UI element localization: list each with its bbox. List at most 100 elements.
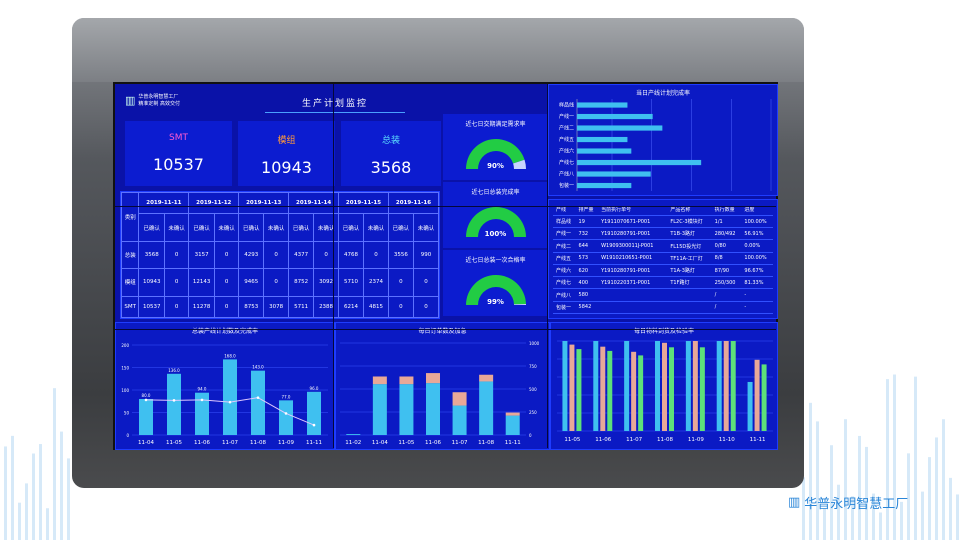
sub-header: 已确认 — [387, 213, 414, 242]
table-cell: 0 — [164, 240, 190, 270]
table-cell: 5710 — [338, 268, 364, 297]
table-cell: 0 — [387, 295, 414, 319]
bar-series-3 — [576, 349, 582, 431]
table-cell: 8753 — [238, 295, 265, 319]
line-point — [256, 396, 260, 399]
table-cell: 0 — [213, 240, 240, 270]
decor-bar — [53, 388, 56, 540]
gauge-title: 近七日总装完成率 — [471, 189, 520, 196]
x-tick-label: 11-05 — [166, 440, 182, 446]
table-cell: Y1910280791-P001 — [598, 264, 668, 278]
line-point — [172, 399, 176, 402]
table-cell: T1B-3路灯 — [667, 227, 712, 241]
bar-series-1 — [593, 341, 599, 431]
table-row: 总装 3568 0 3157 0 4293 0 4377 0 4768 0 3556 990 — [120, 240, 440, 270]
bar-series-1 — [655, 341, 660, 431]
table-cell: 6214 — [338, 295, 364, 319]
table-cell: 87/90 — [711, 264, 742, 278]
row-category: 总装 — [120, 240, 140, 270]
x-tick-label: 11-07 — [452, 440, 468, 446]
table-cell: 包装一 — [553, 301, 576, 315]
table-row: 产线一 732 Y1910280791-P001 T1B-3路灯 280/492 56.9… — [553, 227, 773, 241]
gauge-arc — [466, 274, 526, 305]
gauge-arc — [466, 139, 526, 169]
table-cell: 2388 — [313, 295, 340, 319]
table-cell: 0.00% — [741, 239, 773, 253]
table-header-row: 类别 2019-11-11 2019-11-12 2019-11-13 2019-11-… — [120, 191, 440, 242]
date-header: 2019-11-11 — [138, 191, 190, 215]
data-label: 136.0 — [168, 368, 180, 373]
decor-bar — [830, 445, 833, 540]
decor-bar — [942, 419, 945, 540]
bar-series-1 — [624, 341, 630, 431]
decor-bar — [928, 457, 931, 540]
kpi-label: 总装 — [381, 136, 400, 146]
column-header: 类别 — [120, 192, 140, 242]
table-cell: 0 — [412, 295, 440, 319]
slide-logo: ▥ 华普永明智慧工厂 — [788, 493, 908, 512]
table-row: 产线六 620 Y1910280791-P001 T1A-3路灯 87/90 96.67% — [553, 264, 773, 278]
gauge-2: 近七日总装完成率 100% — [443, 182, 548, 248]
decor-bar — [956, 494, 959, 540]
bar-series-2 — [569, 344, 575, 431]
table-cell: 990 — [412, 240, 440, 270]
table-cell: 0 — [263, 240, 290, 270]
decor-bar — [949, 477, 952, 540]
chart-title: 当日产线计划完成率 — [635, 90, 690, 97]
gauge-fill — [466, 274, 526, 305]
date-header: 2019-11-14 — [288, 191, 340, 215]
table-cell: 1/1 — [711, 215, 742, 229]
table-cell: T1F路灯 — [667, 276, 712, 290]
table-cell: 0/80 — [711, 239, 742, 253]
y-tick-label: 0 — [126, 433, 129, 438]
table-cell: 11278 — [188, 295, 215, 319]
decor-bar — [935, 437, 938, 540]
bar — [577, 136, 628, 143]
table-cell — [598, 301, 668, 315]
x-tick-label: 11-04 — [138, 440, 154, 446]
table-cell: 0 — [213, 268, 240, 297]
table-cell: W1909300011J-P001 — [598, 239, 668, 253]
y-tick-label: 500 — [529, 387, 537, 392]
data-label: 77.0 — [282, 394, 291, 399]
table-cell: 100.00% — [741, 252, 773, 265]
decor-bar — [907, 453, 910, 540]
screen-seam — [547, 84, 548, 448]
decor-bar — [851, 496, 854, 540]
category-label: 产线六 — [559, 147, 574, 154]
x-tick-label: 11-09 — [278, 440, 294, 446]
table-cell: 96.67% — [741, 264, 773, 278]
bar-orders — [505, 415, 520, 435]
line-point — [228, 400, 232, 404]
column-header: 排产量 — [575, 204, 599, 217]
category-label: 包装一 — [559, 182, 574, 189]
bar — [577, 113, 653, 120]
table-cell: 12143 — [188, 268, 215, 297]
gauge-column: 近七日交期满足需求率 90% 近七日总装完成率 100% 近七日总装一次合格率 99% — [443, 114, 548, 319]
column-header: 产品名称 — [667, 204, 712, 217]
table-cell: 产线六 — [553, 264, 576, 278]
decor-bar — [25, 483, 28, 540]
gauge-1: 近七日交期满足需求率 90% — [443, 114, 548, 180]
logo: ▥ 华普永明智慧工厂 精准定制 高效交付 — [125, 93, 180, 108]
table-cell: 0 — [263, 268, 290, 297]
bar — [307, 391, 321, 435]
table-cell: 样品线 — [553, 215, 576, 229]
x-tick-label: 11-09 — [688, 437, 704, 443]
sub-header: 未确认 — [363, 213, 389, 242]
x-tick-label: 11-08 — [478, 440, 494, 446]
sub-header: 未确认 — [412, 213, 440, 242]
table-cell: FL2C-3模块灯 — [667, 215, 712, 229]
table-row: SMT 10537 0 11278 0 8753 3078 5711 2388 6214 4815 0… — [120, 295, 440, 319]
x-tick-label: 11-02 — [345, 440, 361, 446]
page-title: 生产计划监控 — [265, 96, 405, 113]
table-header-row: 产线 排产量 当前执行单号 产品名称 执行数量 进度 — [553, 204, 773, 217]
slide-logo-text: 华普永明智慧工厂 — [804, 497, 909, 512]
kpi-smt: SMT 10537 — [125, 121, 232, 186]
table-cell: 0 — [412, 268, 440, 297]
bar-series-2 — [631, 351, 637, 431]
decor-bar — [900, 501, 903, 540]
bar — [577, 159, 702, 166]
table-cell: TF11A-工厂灯 — [667, 252, 712, 265]
bar-series-2 — [754, 359, 760, 431]
